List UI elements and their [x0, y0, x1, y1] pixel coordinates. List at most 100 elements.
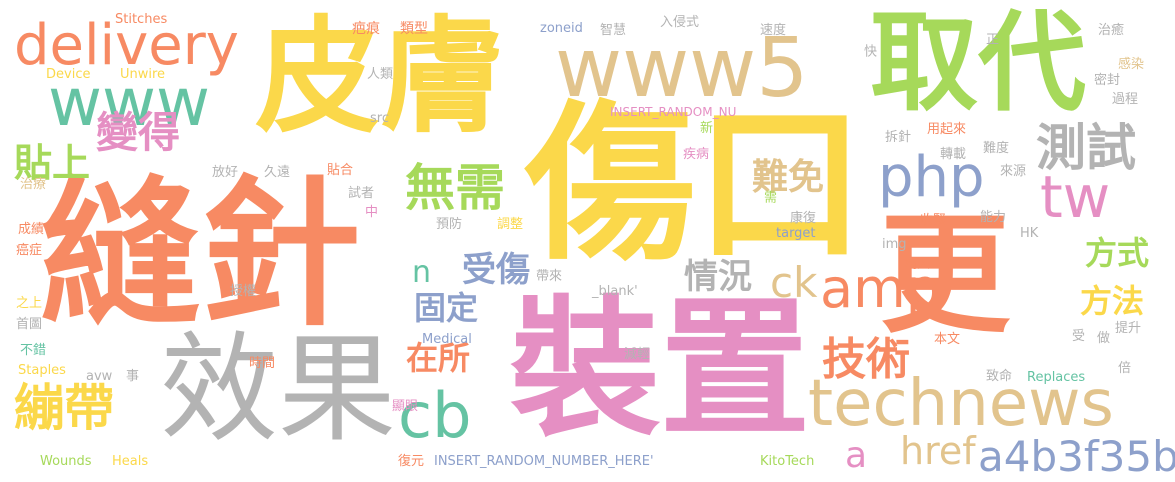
word: 時間 — [249, 356, 276, 371]
word: href — [900, 429, 976, 473]
word: www — [48, 64, 210, 141]
word: 正 — [983, 32, 998, 45]
word: 治療 — [20, 177, 47, 192]
word: 需 — [761, 190, 776, 203]
word: HK — [1020, 226, 1039, 241]
word: 固定 — [414, 289, 479, 327]
word: INSERT_RANDOM_NUMBER_HERE' — [434, 454, 654, 469]
word: avw — [86, 369, 113, 384]
word: tw — [1040, 163, 1111, 231]
word: 難免 — [752, 157, 825, 198]
word: 顯眼 — [392, 399, 419, 414]
word: 之上 — [16, 296, 43, 311]
word: Unwire — [120, 67, 166, 82]
word: delivery — [14, 13, 239, 78]
word: cb — [398, 379, 472, 452]
word: 繃帶 — [14, 379, 114, 437]
word: 取代 — [870, 1, 1087, 126]
word: 裝置 — [510, 283, 811, 457]
word: img — [882, 237, 907, 252]
word: technews — [808, 367, 1114, 441]
word: 過程 — [1112, 92, 1139, 107]
word: 拆針 — [885, 130, 912, 145]
word: Device — [46, 67, 91, 82]
word: 成績 — [18, 222, 45, 237]
word: 皮膚 — [255, 5, 505, 150]
word: 在所 — [406, 339, 471, 377]
word: www5 — [555, 21, 809, 116]
word: 調整 — [497, 217, 524, 232]
word: Wounds — [40, 454, 92, 469]
word: src — [370, 111, 389, 126]
word: 用起來 — [927, 122, 967, 137]
word: 病人 — [904, 257, 931, 272]
word: 事 — [126, 369, 140, 384]
word: Stitches — [115, 12, 168, 27]
word: 疤痕 — [352, 21, 380, 37]
word: 無需 — [405, 159, 505, 217]
word: 復元 — [398, 454, 425, 469]
word: 受 — [1072, 329, 1086, 344]
word: 感染 — [1118, 57, 1145, 72]
word: 預防 — [436, 217, 463, 232]
word: 收緊 — [920, 213, 947, 228]
word: 人類 — [367, 67, 394, 82]
word: 能力 — [980, 210, 1007, 225]
word: 做 — [1097, 331, 1111, 346]
word: 入侵式 — [660, 15, 700, 30]
word: 測試 — [1036, 119, 1136, 177]
word: 更 — [880, 199, 1011, 351]
word: 倍 — [1118, 361, 1132, 376]
word: INSERT_RANDOM_NU — [610, 105, 737, 119]
word: 縫針 — [40, 161, 361, 348]
word: _blank' — [592, 284, 638, 299]
word: target — [776, 226, 816, 241]
word: 中 — [365, 205, 379, 220]
word: 速度 — [760, 23, 787, 38]
word: 試者 — [348, 186, 375, 201]
word: Staples — [18, 363, 66, 378]
word: Replaces — [1027, 370, 1086, 385]
word: 方法 — [1080, 282, 1145, 320]
word: 轉載 — [940, 147, 967, 162]
word: 方式 — [1085, 234, 1150, 272]
word: 不錯 — [20, 343, 47, 358]
word: a4b3f35b — [978, 432, 1175, 481]
word: 貼合 — [327, 163, 354, 178]
word: 久遠 — [264, 165, 291, 180]
word: 康復 — [790, 211, 817, 226]
word: 減輕 — [624, 347, 651, 362]
word: php — [878, 145, 985, 210]
word: 提升 — [1115, 321, 1142, 336]
word: 放好 — [212, 165, 239, 180]
word: 密封 — [1094, 73, 1121, 88]
word: 快 — [861, 44, 876, 57]
word: amp — [820, 257, 940, 320]
word: Heals — [112, 454, 149, 469]
word: 智慧 — [600, 23, 627, 38]
word: KitoTech — [760, 454, 815, 469]
word: 變得 — [96, 108, 181, 157]
word: 貼上 — [14, 141, 91, 185]
word: 來源 — [1000, 164, 1027, 179]
word: 類型 — [400, 21, 428, 37]
word: Medical — [422, 332, 472, 347]
word: a — [845, 435, 868, 476]
word: 效果 — [160, 320, 397, 458]
word: 情況 — [684, 257, 752, 297]
word: 授權 — [230, 284, 257, 299]
word: 技術 — [822, 334, 910, 385]
word: 受傷 — [462, 250, 530, 290]
word: 傷口 — [525, 86, 866, 284]
word: 新 — [700, 121, 714, 136]
word: 難度 — [983, 141, 1010, 156]
word: ck — [770, 258, 818, 307]
word: 治癒 — [1098, 23, 1125, 38]
word: 疾病 — [683, 147, 710, 162]
word: 帶來 — [536, 269, 563, 284]
word: 致命 — [986, 369, 1013, 384]
word: 首圖 — [16, 317, 43, 332]
word: n — [412, 255, 432, 290]
word: 本文 — [934, 332, 961, 347]
